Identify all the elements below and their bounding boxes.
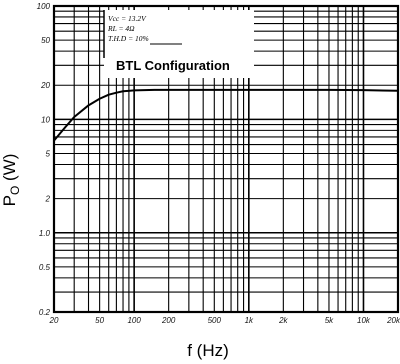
conditions-box: Vcc = 13.2V RL = 4Ω T.H.D = 10% BTL Conf… xyxy=(103,10,254,78)
x-axis-title: f (Hz) xyxy=(187,341,229,360)
y-tick-label: 0.2 xyxy=(39,308,51,317)
x-tick-label: 200 xyxy=(161,316,176,325)
series-group xyxy=(53,88,399,142)
x-tick-label: 5k xyxy=(325,316,334,325)
x-tick-label: 2k xyxy=(278,316,288,325)
y-tick-label: 2 xyxy=(45,195,51,204)
x-tick-label: 500 xyxy=(208,316,222,325)
condition-thd: T.H.D = 10% xyxy=(108,34,149,43)
x-tick-labels: 20 50 100 200 500 1k 2k 5k 10k 20k xyxy=(49,316,400,325)
x-tick-label: 100 xyxy=(127,316,141,325)
plot-frame xyxy=(52,4,400,314)
x-tick-label: 50 xyxy=(95,316,104,325)
y-tick-labels: 0.2 0.5 1.0 2 5 10 20 50 100 xyxy=(37,2,51,317)
y-tick-label: 10 xyxy=(41,115,50,124)
y-tick-label: 20 xyxy=(40,81,50,90)
condition-rl: RL = 4Ω xyxy=(107,24,135,33)
x-tick-label: 20k xyxy=(386,316,400,325)
x-tick-label: 20 xyxy=(49,316,59,325)
x-tick-label: 10k xyxy=(357,316,371,325)
y-tick-label: 5 xyxy=(46,150,51,159)
condition-vcc: Vcc = 13.2V xyxy=(108,14,147,23)
btl-configuration-label: BTL Configuration xyxy=(116,58,230,73)
y-axis-title: PO (W) xyxy=(0,154,22,207)
y-tick-label: 0.5 xyxy=(39,263,51,272)
y-tick-label: 50 xyxy=(41,36,50,45)
x-tick-label: 1k xyxy=(245,316,254,325)
y-tick-label: 100 xyxy=(37,2,51,11)
series-line xyxy=(53,88,399,142)
y-tick-label: 1.0 xyxy=(39,229,51,238)
